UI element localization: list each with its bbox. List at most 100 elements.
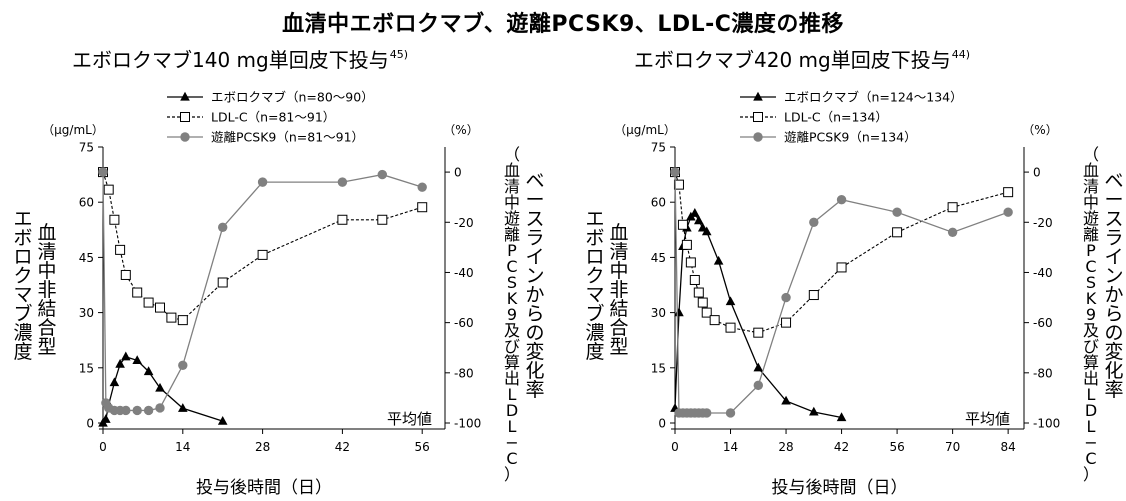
data-point-square bbox=[217, 277, 228, 288]
data-point-square bbox=[697, 297, 708, 308]
data-point-circle bbox=[702, 408, 712, 418]
legend-marker bbox=[180, 132, 190, 142]
svg-text:ら: ら bbox=[525, 303, 544, 325]
legend-marker bbox=[753, 132, 763, 142]
x-axis-label: 投与後時間（日） bbox=[196, 478, 332, 498]
series-line bbox=[102, 171, 423, 321]
data-point-square bbox=[753, 327, 764, 338]
svg-text:9: 9 bbox=[507, 305, 517, 324]
svg-text:C: C bbox=[1085, 257, 1096, 276]
svg-text:及: 及 bbox=[504, 321, 520, 340]
x-tick-label: 0 bbox=[99, 440, 107, 454]
svg-text:ら: ら bbox=[1104, 303, 1123, 325]
y-left-tick-label: 15 bbox=[651, 361, 666, 375]
y-left-tick-label: 30 bbox=[651, 306, 666, 320]
svg-text:清: 清 bbox=[609, 241, 628, 263]
y-left-tick-label: 0 bbox=[86, 417, 94, 431]
legend-label: エボロクマブ（n=124〜134） bbox=[784, 90, 963, 105]
svg-text:か: か bbox=[525, 284, 544, 306]
svg-text:中: 中 bbox=[1083, 193, 1099, 212]
svg-text:）: ） bbox=[504, 465, 520, 484]
series-square bbox=[670, 167, 1014, 338]
svg-text:イ: イ bbox=[525, 246, 544, 268]
data-point-triangle bbox=[109, 377, 120, 387]
svg-text:型: 型 bbox=[609, 336, 628, 358]
legend-marker bbox=[753, 112, 763, 122]
y-right-tick-label: 0 bbox=[1033, 166, 1041, 180]
data-point-triangle bbox=[217, 415, 228, 425]
svg-text:ロ: ロ bbox=[585, 246, 604, 268]
data-point-square bbox=[685, 257, 696, 268]
svg-text:変: 変 bbox=[525, 341, 544, 363]
svg-text:L: L bbox=[508, 385, 517, 404]
y-left-tick-label: 75 bbox=[79, 141, 94, 155]
svg-text:ス: ス bbox=[1104, 208, 1123, 230]
data-point-square bbox=[808, 290, 819, 301]
svg-text:の: の bbox=[1104, 322, 1123, 344]
svg-text:ー: ー bbox=[525, 189, 544, 211]
svg-text:9: 9 bbox=[1086, 305, 1096, 324]
svg-text:C: C bbox=[506, 257, 517, 276]
svg-text:ロ: ロ bbox=[13, 246, 32, 268]
y-left-tick-label: 75 bbox=[651, 141, 666, 155]
data-point-circle bbox=[753, 380, 763, 391]
legend-label: 遊離PCSK9（n=81〜91） bbox=[211, 130, 364, 145]
svg-text:遊: 遊 bbox=[504, 209, 520, 228]
data-point-square bbox=[377, 214, 388, 225]
data-point-circle bbox=[836, 194, 847, 205]
y-right-tick-label: -20 bbox=[1033, 216, 1053, 230]
y-right-tick-label: -40 bbox=[1033, 266, 1053, 280]
legend-marker bbox=[180, 112, 190, 122]
data-point-square bbox=[109, 214, 120, 225]
data-point-triangle bbox=[725, 296, 736, 306]
x-axis-label: 投与後時間（日） bbox=[772, 478, 908, 498]
data-point-square bbox=[836, 262, 847, 273]
data-point-square bbox=[120, 269, 131, 280]
svg-text:濃: 濃 bbox=[585, 322, 604, 344]
data-point-circle bbox=[892, 207, 902, 217]
svg-text:（: （ bbox=[1083, 145, 1099, 164]
svg-text:化: 化 bbox=[1104, 360, 1123, 382]
data-point-circle bbox=[178, 360, 188, 370]
svg-text:P: P bbox=[507, 241, 517, 260]
data-point-square bbox=[892, 227, 903, 238]
data-point-circle bbox=[725, 408, 736, 418]
reference-superscript: 45) bbox=[389, 48, 409, 61]
svg-text:エ: エ bbox=[585, 208, 604, 230]
svg-text:ベ: ベ bbox=[1104, 170, 1123, 192]
svg-text:マ: マ bbox=[13, 284, 32, 306]
svg-text:血: 血 bbox=[609, 222, 628, 244]
data-point-square bbox=[177, 315, 188, 326]
right-unit-label: （%） bbox=[1022, 123, 1057, 137]
svg-text:ー: ー bbox=[1104, 189, 1123, 211]
svg-text:C: C bbox=[506, 449, 517, 468]
data-point-circle bbox=[947, 227, 958, 238]
mean-value-note: 平均値 bbox=[965, 410, 1010, 428]
svg-text:出: 出 bbox=[1083, 369, 1099, 388]
x-tick-label: 42 bbox=[834, 440, 849, 454]
svg-text:K: K bbox=[507, 289, 518, 308]
x-tick-label: 84 bbox=[1000, 440, 1015, 454]
x-tick-label: 14 bbox=[723, 440, 738, 454]
data-point-circle bbox=[218, 222, 228, 232]
data-point-triangle bbox=[178, 403, 188, 412]
panel-title-420mg: エボロクマブ420 mg単回皮下投与44) bbox=[634, 48, 971, 72]
svg-text:血: 血 bbox=[37, 222, 56, 244]
svg-text:中: 中 bbox=[609, 260, 628, 282]
svg-text:中: 中 bbox=[37, 260, 56, 282]
svg-text:遊: 遊 bbox=[1083, 209, 1099, 228]
svg-text:率: 率 bbox=[1104, 379, 1123, 401]
data-point-square bbox=[725, 322, 736, 333]
svg-text:S: S bbox=[1086, 273, 1096, 292]
svg-text:ベ: ベ bbox=[525, 170, 544, 192]
data-point-square bbox=[701, 307, 712, 318]
data-point-square bbox=[781, 317, 792, 328]
data-point-circle bbox=[121, 405, 131, 416]
data-point-circle bbox=[143, 405, 154, 416]
legend-marker bbox=[753, 91, 763, 101]
y-right-tick-label: -80 bbox=[454, 366, 474, 380]
